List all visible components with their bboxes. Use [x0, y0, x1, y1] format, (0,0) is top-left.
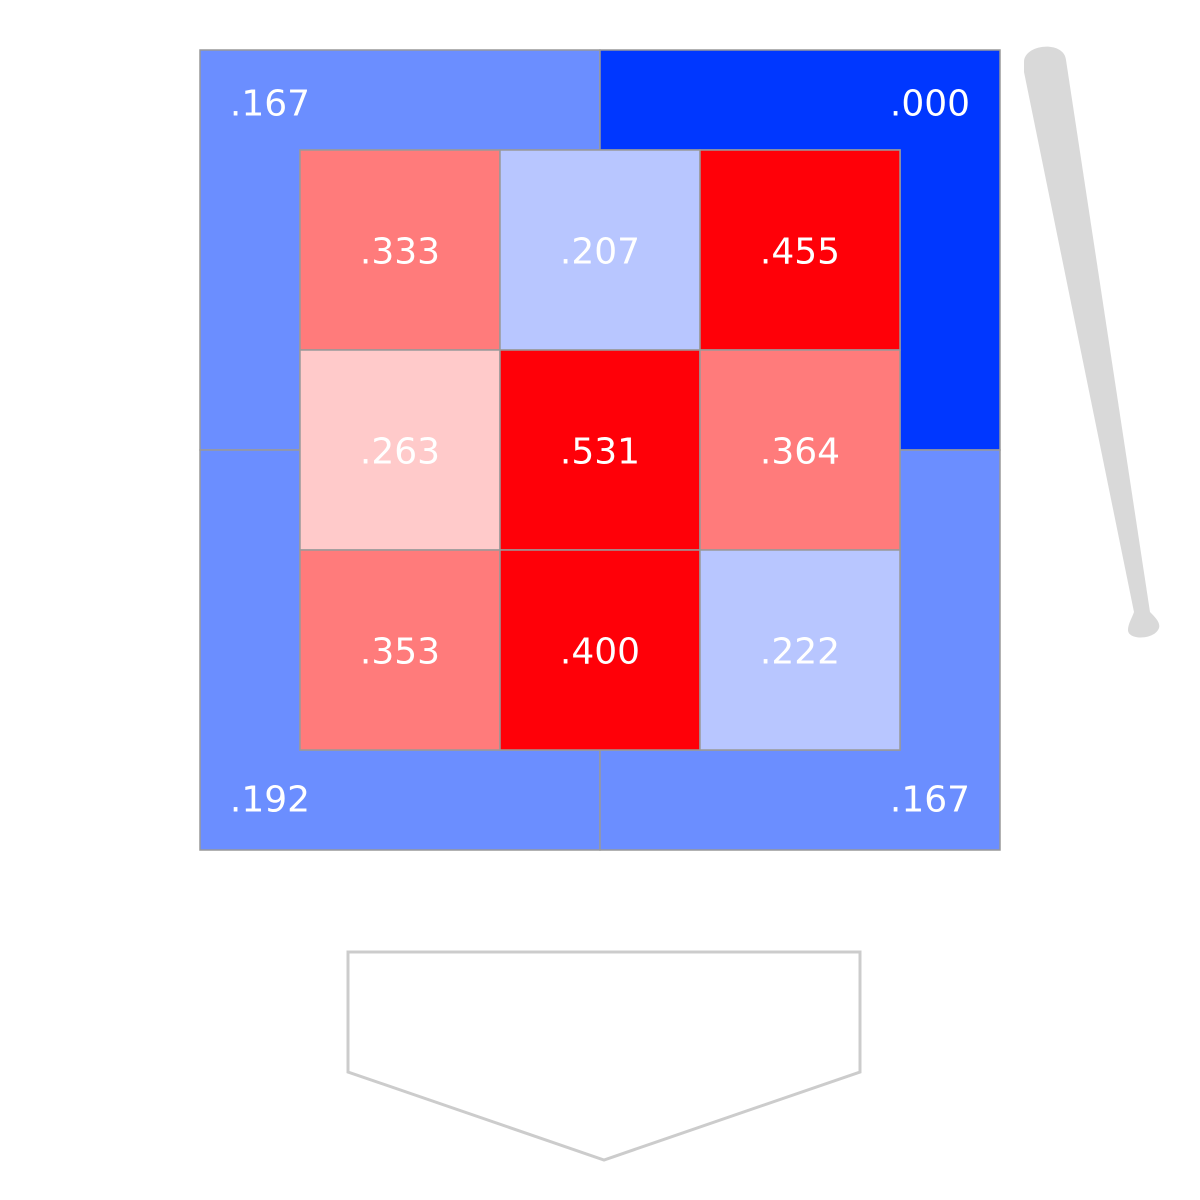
zone-cell	[699, 549, 901, 751]
zone-cell-label: .333	[360, 232, 440, 273]
zone-cell-label: .455	[760, 232, 840, 273]
zone-cell-label: .531	[560, 432, 640, 473]
zone-cell-label: .364	[760, 432, 840, 473]
zone-cell	[499, 549, 701, 751]
outer-zone-label-top-right: .000	[890, 84, 970, 125]
zone-cell	[699, 349, 901, 551]
outer-zone-label-top-left: .167	[230, 84, 310, 125]
zone-cell-label: .263	[360, 432, 440, 473]
home-plate-icon	[346, 950, 862, 1162]
outer-zone-label-bottom-right: .167	[890, 780, 970, 821]
zone-cell	[299, 149, 501, 351]
zone-cell	[299, 549, 501, 751]
zone-cell-label: .207	[560, 232, 640, 273]
baseball-bat-icon	[1024, 46, 1160, 638]
zone-cell-label: .400	[560, 632, 640, 673]
zone-cell	[499, 149, 701, 351]
zone-cell	[699, 149, 901, 351]
outer-zone-label-bottom-left: .192	[230, 780, 310, 821]
zone-cell-label: .222	[760, 632, 840, 673]
zone-cell-label: .353	[360, 632, 440, 673]
